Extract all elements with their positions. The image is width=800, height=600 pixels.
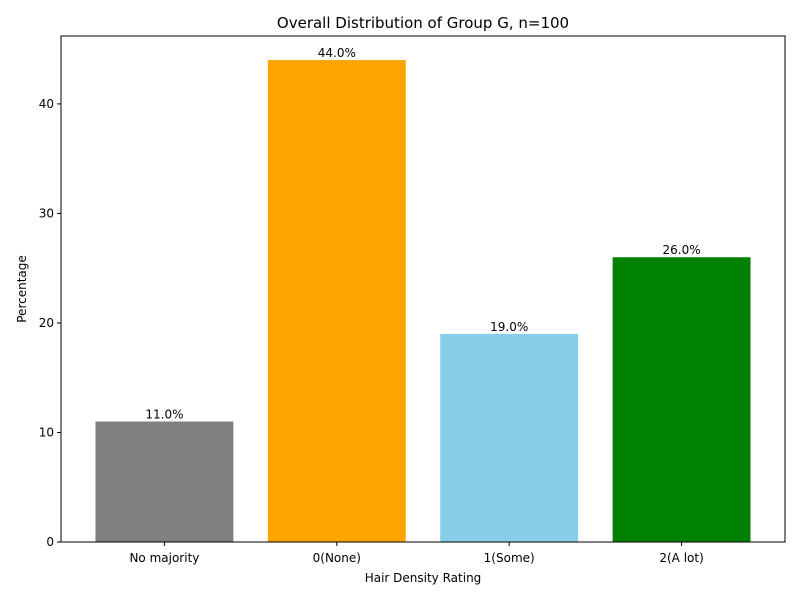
data-label-3: 26.0% bbox=[663, 243, 701, 257]
chart-title: Overall Distribution of Group G, n=100 bbox=[277, 14, 569, 32]
y-tick-label-1: 10 bbox=[39, 425, 54, 439]
bar-0 bbox=[95, 421, 234, 542]
x-axis-label: Hair Density Rating bbox=[365, 571, 482, 585]
plot-frame bbox=[60, 35, 786, 543]
bars-layer: 11.0% 44.0% 19.0% 26.0% bbox=[95, 46, 751, 542]
y-tick-label-4: 40 bbox=[39, 97, 54, 111]
data-label-2: 19.0% bbox=[490, 320, 528, 334]
y-tick-label-0: 0 bbox=[46, 535, 54, 549]
y-tick-label-2: 20 bbox=[39, 316, 54, 330]
x-tick-label-0: No majority bbox=[129, 551, 199, 565]
y-axis-ticks: 0 10 20 30 40 bbox=[39, 97, 61, 549]
x-tick-label-1: 0(None) bbox=[313, 551, 361, 565]
bar-2 bbox=[440, 333, 579, 542]
y-tick-label-3: 30 bbox=[39, 206, 54, 220]
bar-3 bbox=[612, 257, 751, 542]
data-label-0: 11.0% bbox=[145, 408, 183, 422]
x-tick-label-3: 2(A lot) bbox=[659, 551, 703, 565]
data-label-1: 44.0% bbox=[318, 46, 356, 60]
x-tick-label-2: 1(Some) bbox=[484, 551, 535, 565]
x-axis-ticks: No majority 0(None) 1(Some) 2(A lot) bbox=[129, 542, 704, 565]
bar-1 bbox=[267, 60, 406, 542]
y-axis-label: Percentage bbox=[15, 255, 29, 323]
